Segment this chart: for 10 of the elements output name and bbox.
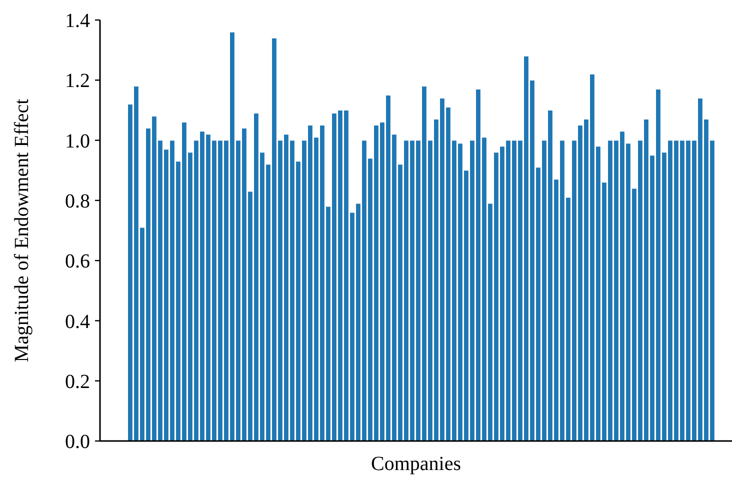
y-tick-label: 1.0 bbox=[65, 130, 90, 152]
y-tick-label: 0.8 bbox=[65, 190, 90, 213]
x-axis-title: Companies bbox=[371, 453, 462, 475]
y-tick-label: 0.4 bbox=[65, 310, 90, 333]
y-tick-label: 0.0 bbox=[65, 431, 90, 454]
y-tick-label: 0.2 bbox=[65, 370, 90, 393]
y-tick-label: 0.6 bbox=[65, 250, 90, 273]
y-axis-title: Magnitude of Endowment Effect bbox=[11, 98, 33, 362]
y-tick-label: 1.2 bbox=[65, 70, 90, 92]
y-tick-label: 1.4 bbox=[65, 10, 90, 32]
